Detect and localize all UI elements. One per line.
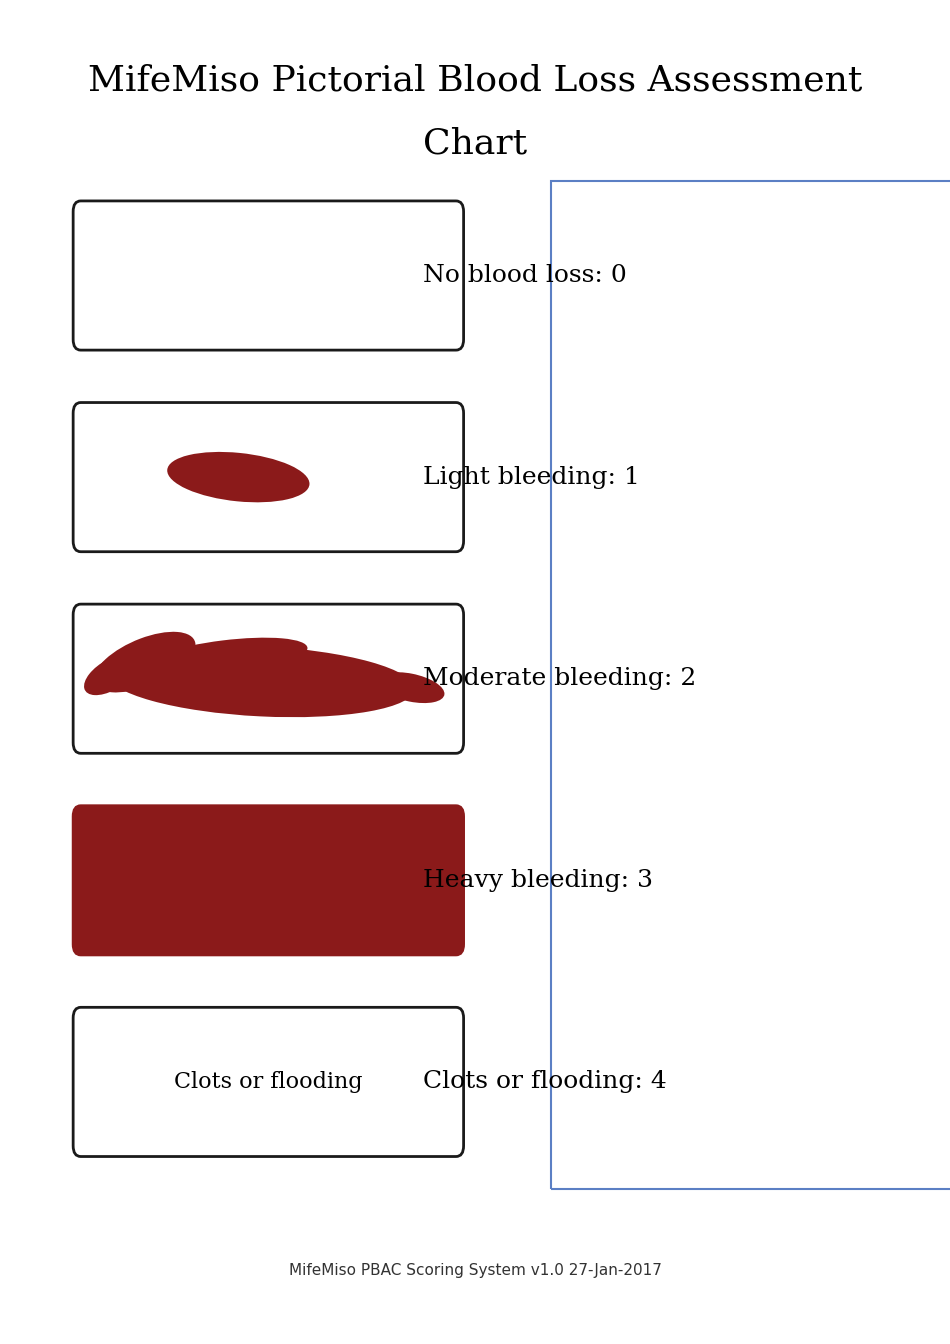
FancyBboxPatch shape (73, 605, 464, 753)
Ellipse shape (107, 645, 414, 718)
Text: Clots or flooding: 4: Clots or flooding: 4 (423, 1070, 667, 1094)
Text: MifeMiso PBAC Scoring System v1.0 27-Jan-2017: MifeMiso PBAC Scoring System v1.0 27-Jan… (289, 1262, 661, 1278)
Text: Chart: Chart (423, 126, 527, 161)
FancyBboxPatch shape (73, 200, 464, 351)
Text: Moderate bleeding: 2: Moderate bleeding: 2 (423, 667, 696, 691)
Text: Light bleeding: 1: Light bleeding: 1 (423, 465, 639, 489)
Ellipse shape (182, 456, 265, 484)
Text: Heavy bleeding: 3: Heavy bleeding: 3 (423, 868, 653, 892)
Ellipse shape (167, 452, 310, 503)
Text: Clots or flooding: Clots or flooding (174, 1071, 363, 1093)
FancyBboxPatch shape (73, 1008, 464, 1156)
Text: MifeMiso Pictorial Blood Loss Assessment: MifeMiso Pictorial Blood Loss Assessment (87, 63, 863, 98)
Ellipse shape (377, 672, 445, 703)
FancyBboxPatch shape (73, 403, 464, 551)
Ellipse shape (140, 637, 308, 679)
FancyBboxPatch shape (73, 806, 464, 954)
Ellipse shape (94, 632, 196, 692)
Ellipse shape (84, 655, 138, 695)
Text: No blood loss: 0: No blood loss: 0 (423, 263, 626, 288)
